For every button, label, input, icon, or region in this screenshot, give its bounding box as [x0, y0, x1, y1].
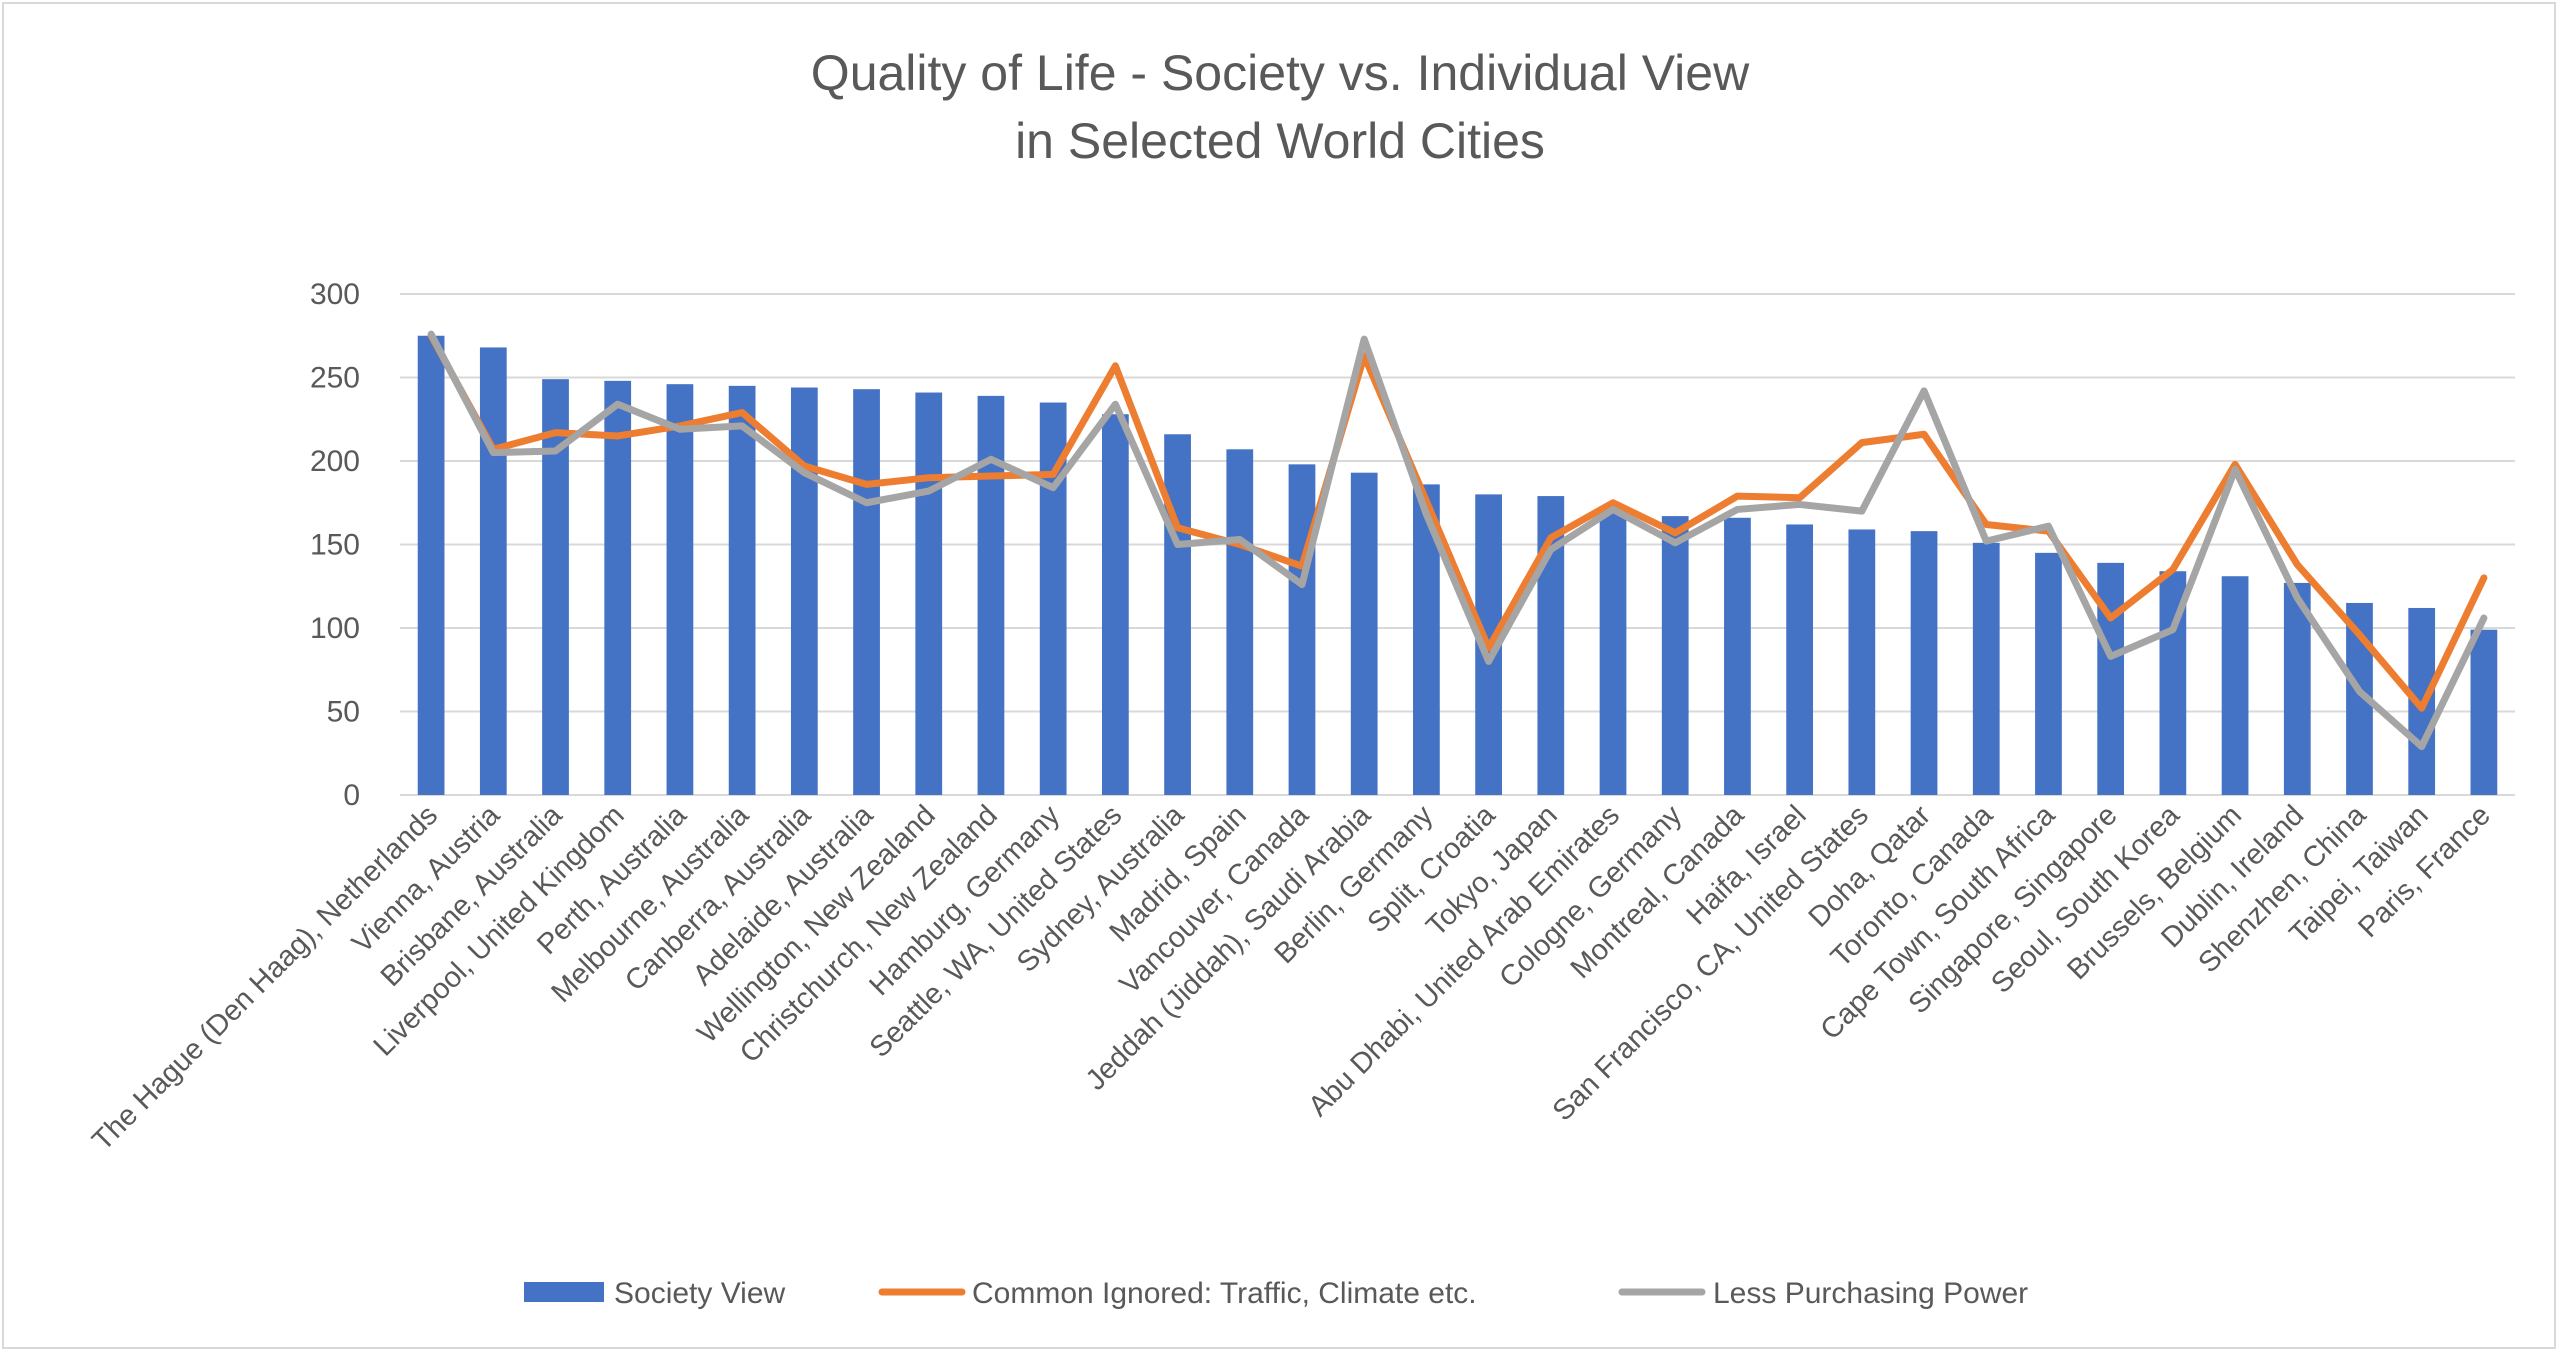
- bar-society-view: [1101, 414, 1129, 795]
- lines: [427, 330, 2488, 751]
- y-axis-ticks: 0 50 100 150 200 250 300: [310, 278, 360, 812]
- legend-label: Less Purchasing Power: [1713, 1277, 2028, 1310]
- bar-society-view: [2470, 629, 2498, 795]
- bar-society-view: [1226, 449, 1254, 795]
- bar-society-view: [790, 387, 818, 795]
- y-tick-label: 150: [310, 529, 360, 562]
- bar-society-view: [977, 395, 1005, 795]
- bar-society-view: [2035, 552, 2062, 795]
- bar-society-view: [417, 335, 445, 795]
- x-axis-labels: The Hague (Den Haag), NetherlandsVienna,…: [86, 799, 2497, 1157]
- y-tick-label: 50: [327, 696, 360, 729]
- legend-label: Common Ignored: Traffic, Climate etc.: [972, 1277, 1477, 1310]
- chart-title-line-2: in Selected World Cities: [1015, 113, 1545, 169]
- line-series-1: [427, 332, 2488, 712]
- bar-society-view: [1661, 516, 1689, 795]
- bar-society-view: [2283, 582, 2311, 795]
- y-tick-label: 300: [310, 278, 360, 311]
- bar-society-view: [853, 389, 880, 795]
- bar-society-view: [1972, 542, 2000, 795]
- bar-society-view: [604, 380, 632, 795]
- y-tick-label: 0: [343, 779, 360, 812]
- y-tick-label: 200: [310, 445, 360, 478]
- y-tick-label: 100: [310, 612, 360, 645]
- legend-swatch-society-view: [524, 1282, 604, 1302]
- chart-title-line-1: Quality of Life - Society vs. Individual…: [811, 45, 1750, 101]
- bar-society-view: [479, 347, 507, 795]
- legend-label: Society View: [614, 1277, 786, 1310]
- bar-society-view: [1599, 511, 1627, 795]
- bar-society-view: [728, 385, 756, 795]
- bar-society-view: [2097, 562, 2125, 795]
- gridlines: [400, 293, 2515, 796]
- legend: Society View Common Ignored: Traffic, Cli…: [524, 1277, 2028, 1310]
- bar-society-view: [1910, 531, 1938, 795]
- bar-society-view: [1724, 517, 1751, 795]
- bar-society-view: [1848, 529, 1876, 795]
- bar-society-view: [1350, 472, 1378, 795]
- bar-society-view: [1164, 434, 1191, 795]
- line-series-2: [427, 330, 2488, 751]
- bar-society-view: [1786, 524, 1814, 795]
- bar-society-view: [2221, 576, 2249, 795]
- bar-society-view: [666, 384, 694, 795]
- bars: [417, 335, 2498, 795]
- bar-society-view: [915, 392, 943, 795]
- y-tick-label: 250: [310, 362, 360, 395]
- bar-society-view: [1288, 464, 1316, 795]
